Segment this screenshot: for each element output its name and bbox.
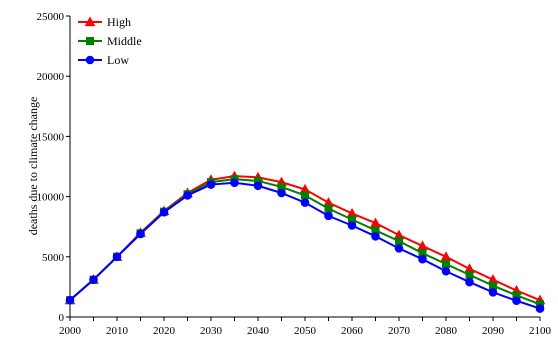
x-tick-label: 2060 (341, 325, 364, 337)
x-tick-label: 2040 (247, 325, 270, 337)
data-point-low (418, 254, 427, 264)
data-point-low (183, 191, 192, 200)
data-point-low (488, 288, 498, 297)
y-tick-label: 20000 (37, 71, 65, 83)
series-layer (64, 170, 546, 313)
legend-item-high: High (78, 15, 131, 29)
data-point-low (253, 181, 263, 191)
y-axis-label: deaths due to climate change (26, 97, 40, 236)
legend-label: Middle (107, 34, 142, 48)
series-middle (66, 175, 544, 309)
y-tick-label: 5000 (42, 252, 65, 264)
data-point-low (441, 266, 451, 276)
legend-item-low: Low (78, 53, 129, 67)
data-point-low (159, 207, 169, 217)
series-low (65, 178, 545, 313)
data-point-low (324, 211, 333, 221)
data-point-low (65, 295, 75, 305)
legend-marker (86, 37, 94, 45)
y-tick-label: 15000 (37, 131, 65, 143)
data-point-low (347, 221, 357, 230)
data-point-middle (442, 260, 450, 269)
data-point-low (112, 252, 122, 262)
data-point-low (512, 296, 521, 306)
legend-label: Low (107, 53, 129, 67)
data-point-middle (465, 270, 474, 279)
legend-marker (85, 55, 95, 65)
x-tick-label: 2050 (294, 325, 317, 337)
x-tick-label: 2070 (388, 325, 411, 337)
data-point-middle (324, 204, 333, 213)
x-tick-label: 2100 (529, 325, 552, 337)
data-point-low (394, 244, 404, 253)
legend: High Middle Low (78, 15, 142, 67)
data-point-low (277, 188, 286, 198)
legend-item-middle: Middle (78, 34, 142, 48)
axes: 0 5000 10000 15000 20000 25000 2000 2010 2020 203… (37, 11, 552, 337)
data-point-low (465, 277, 474, 287)
data-point-middle (301, 191, 309, 200)
legend-label: High (107, 15, 131, 29)
x-tick-label: 2090 (482, 325, 505, 337)
y-tick-label: 10000 (37, 192, 65, 204)
data-point-low (206, 180, 216, 189)
legend-marker (84, 16, 96, 27)
x-tick-label: 2030 (200, 325, 223, 337)
data-point-low (535, 304, 545, 313)
x-tick-label: 2020 (153, 325, 176, 337)
y-tick-label: 25000 (37, 11, 65, 23)
x-tick-label: 2000 (59, 325, 82, 337)
y-tick-label: 0 (59, 312, 65, 324)
data-point-middle (395, 237, 403, 246)
data-point-low (136, 229, 145, 239)
data-point-low (300, 198, 310, 207)
data-point-low (230, 178, 239, 188)
x-tick-label: 2010 (106, 325, 129, 337)
data-point-low (371, 232, 380, 241)
data-point-low (89, 275, 98, 284)
x-tick-label: 2080 (435, 325, 458, 337)
